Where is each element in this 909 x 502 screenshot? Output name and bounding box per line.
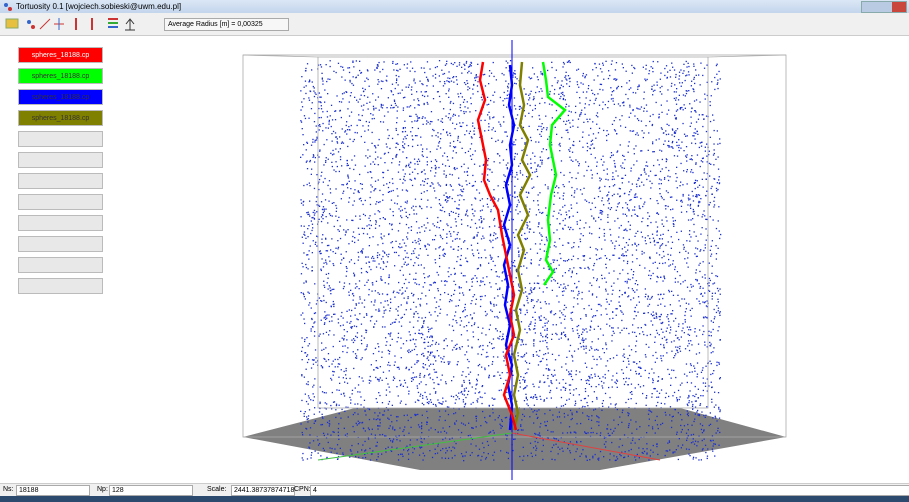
taskbar [0,496,909,502]
points-icon[interactable] [27,20,31,24]
path-olive [514,62,530,430]
ns-field: 18188 [16,485,90,496]
app-window: Tortuosity 0.1 [wojciech.sobieski@uwm.ed… [0,0,909,502]
export-icon[interactable] [125,19,135,30]
scale-field: 2441.38737874718 [231,485,295,496]
cpn-label: CPN: [294,486,311,493]
title-bar: Tortuosity 0.1 [wojciech.sobieski@uwm.ed… [0,0,909,13]
np-label: Np: [97,486,108,493]
np-field: 128 [109,485,193,496]
line-icon[interactable] [40,19,50,29]
3d-view [0,35,909,483]
window-controls[interactable] [861,1,907,13]
toolbar-icons [4,14,164,34]
cpn-field: 4 [310,485,909,496]
bounding-box [243,55,786,437]
scale-label: Scale: [207,486,226,493]
radius-field: Average Radius [m] = 0,00325 [164,18,289,31]
status-bar: Ns: 18188 Np: 128 Scale: 2441.3873787471… [0,483,909,497]
window-title: Tortuosity 0.1 [wojciech.sobieski@uwm.ed… [16,2,181,11]
toolbar: Average Radius [m] = 0,00325 [0,13,909,36]
layers-icon[interactable] [108,18,118,20]
app-icon [2,1,14,13]
open-icon[interactable] [6,19,18,28]
ns-label: Ns: [3,486,14,493]
